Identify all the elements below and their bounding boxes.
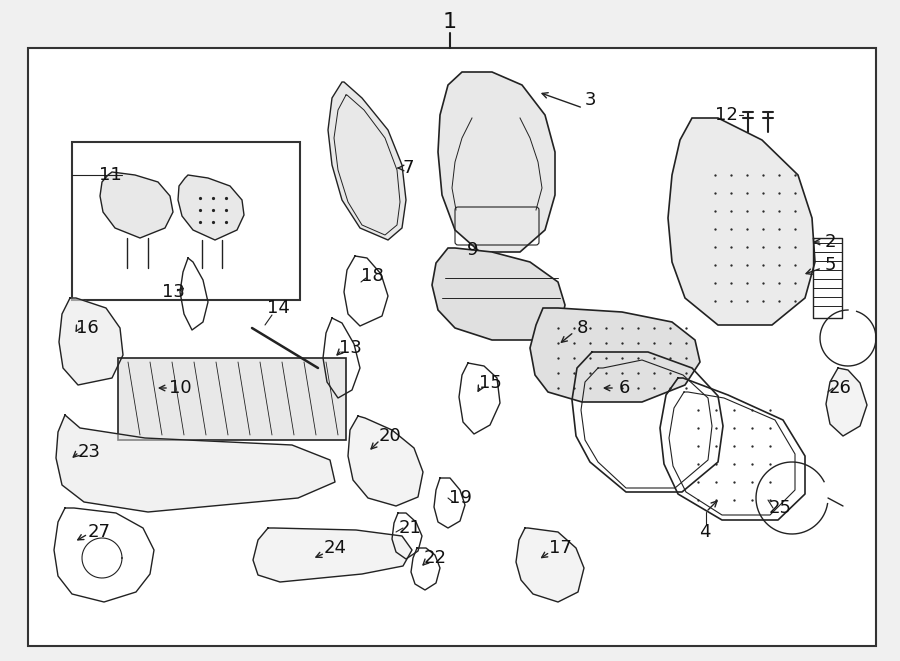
Polygon shape <box>56 415 335 512</box>
Text: 8: 8 <box>576 319 588 337</box>
Text: 4: 4 <box>699 523 711 541</box>
Text: 9: 9 <box>467 241 479 259</box>
Polygon shape <box>178 175 244 240</box>
Text: 23: 23 <box>77 443 101 461</box>
Polygon shape <box>668 118 815 325</box>
Text: 18: 18 <box>361 267 383 285</box>
Text: 21: 21 <box>399 519 421 537</box>
Bar <box>118 358 346 440</box>
Text: 11: 11 <box>99 166 122 184</box>
Text: 6: 6 <box>618 379 630 397</box>
Bar <box>72 142 300 300</box>
Text: 2: 2 <box>824 233 836 251</box>
Text: 3: 3 <box>584 91 596 109</box>
Text: 13: 13 <box>338 339 362 357</box>
Text: 20: 20 <box>379 427 401 445</box>
Text: 14: 14 <box>266 299 290 317</box>
Text: 26: 26 <box>829 379 851 397</box>
Text: 5: 5 <box>824 256 836 274</box>
Polygon shape <box>826 368 867 436</box>
Text: 13: 13 <box>162 283 185 301</box>
Text: 27: 27 <box>87 523 111 541</box>
Text: 17: 17 <box>549 539 572 557</box>
Text: 24: 24 <box>323 539 346 557</box>
Text: 1: 1 <box>443 12 457 32</box>
Text: 15: 15 <box>479 374 501 392</box>
Text: 10: 10 <box>168 379 192 397</box>
Polygon shape <box>59 298 123 385</box>
Text: 12: 12 <box>716 106 738 124</box>
Text: 25: 25 <box>769 499 791 517</box>
Polygon shape <box>530 308 700 402</box>
Text: 19: 19 <box>448 489 472 507</box>
Text: 7: 7 <box>402 159 414 177</box>
Text: 16: 16 <box>76 319 98 337</box>
Text: 22: 22 <box>424 549 446 567</box>
Polygon shape <box>432 248 565 340</box>
Polygon shape <box>516 528 584 602</box>
Polygon shape <box>328 82 406 240</box>
Polygon shape <box>100 172 173 238</box>
Polygon shape <box>438 72 555 252</box>
Polygon shape <box>348 416 423 506</box>
Polygon shape <box>253 528 412 582</box>
